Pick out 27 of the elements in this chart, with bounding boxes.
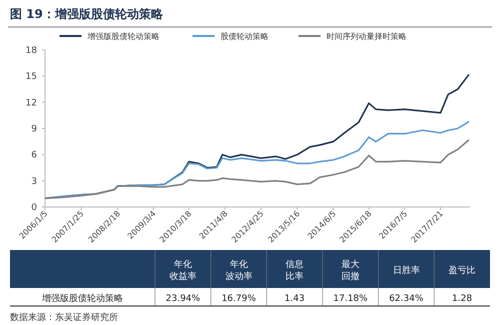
text: 增强版股债轮动策略 (41, 293, 123, 304)
source-note: 数据来源：东吴证券研究所 (10, 312, 118, 323)
text: 最大回撤 (341, 259, 360, 282)
text: 盈亏比 (448, 265, 476, 276)
text: 23.94% (166, 294, 201, 304)
chart-title: 图 19：增强版股债轮动策略 (10, 7, 164, 21)
legend-label: 增强版股债轮动策略 (86, 32, 160, 41)
text: 16.79% (222, 294, 256, 304)
text: 1.43 (284, 294, 305, 304)
text: 62.34% (389, 294, 424, 304)
y-tick-label: 18 (26, 46, 38, 56)
legend-label: 时间序列动量择时策略 (326, 32, 406, 41)
y-tick-label: 15 (26, 72, 37, 82)
text: 年化收益率 (169, 259, 196, 282)
y-tick-label: 6 (31, 150, 38, 161)
y-tick-label: 3 (31, 176, 37, 187)
y-tick-label: 0 (31, 203, 38, 213)
text: 1.28 (452, 294, 472, 304)
text: 17.18% (333, 294, 368, 304)
line-series (44, 139, 470, 200)
y-tick-label: 9 (31, 124, 38, 134)
text: 年化波动率 (225, 259, 252, 282)
line-series (44, 120, 470, 200)
y-tick-label: 12 (26, 98, 37, 108)
text: 信息比率 (286, 259, 304, 282)
legend-label: 股债轮动策略 (220, 32, 268, 41)
text: 日胜率 (392, 265, 420, 276)
